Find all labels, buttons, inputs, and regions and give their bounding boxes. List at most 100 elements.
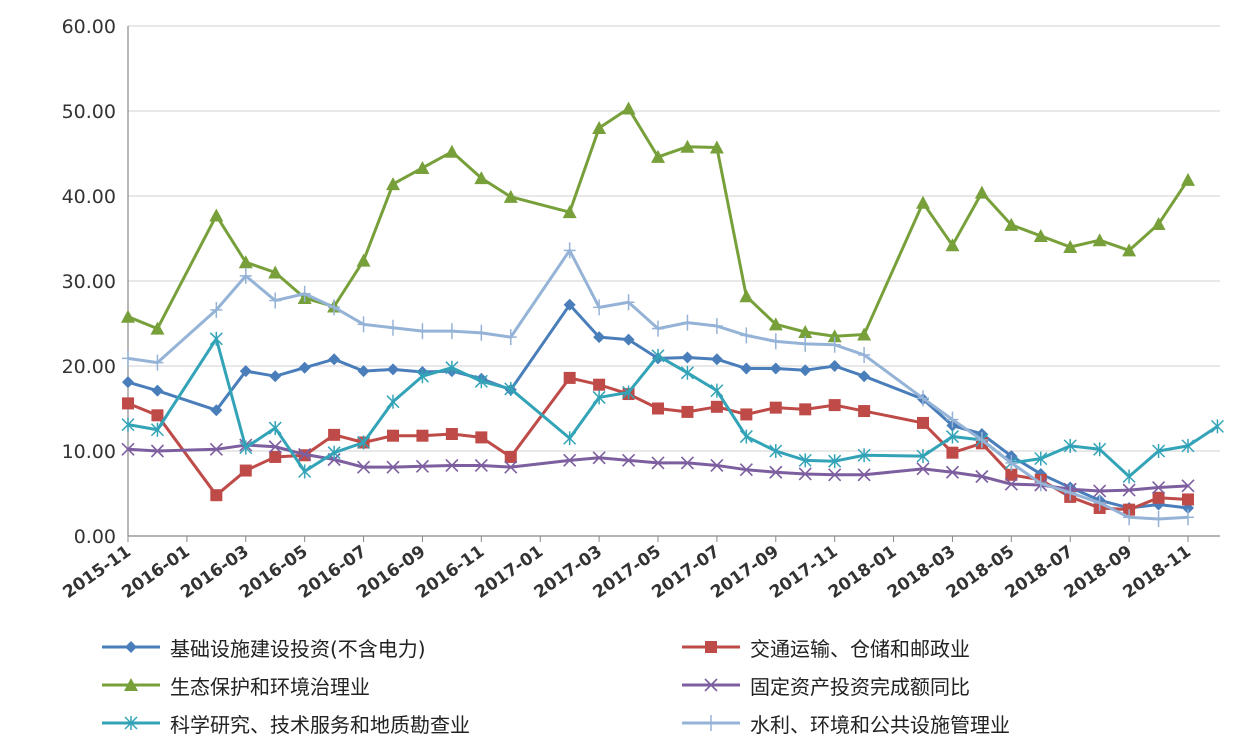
data-point [474,458,488,473]
data-point [269,450,282,463]
data-point [828,468,842,482]
data-point [563,453,577,467]
data-point [1122,483,1136,497]
data-point [1210,419,1224,434]
data-point [328,299,341,316]
data-point [1005,454,1018,471]
data-point [709,140,724,154]
data-point [681,351,694,364]
y-tick-label: 10.00 [62,441,116,463]
data-point [328,353,341,366]
data-point [857,327,872,341]
data-point [945,238,960,252]
data-point [917,390,929,407]
data-point [504,329,517,346]
data-point [268,421,282,436]
data-point [704,678,718,692]
data-point [622,385,636,400]
data-point [386,460,400,474]
legend-item-infrastructure: 基础设施建设投资(不含电力) [100,632,680,662]
data-point [769,401,782,414]
data-point [593,378,606,391]
series-line [127,376,1189,512]
data-point [239,440,253,455]
data-point [562,205,577,219]
data-point [621,453,636,467]
data-point [593,331,606,344]
data-point [415,459,430,473]
legend-swatch [102,716,160,730]
data-point [769,465,783,479]
data-point [298,361,311,374]
legend-swatch [682,678,740,692]
data-point [1033,228,1048,242]
data-point [974,185,989,199]
data-point [651,149,665,163]
data-point [416,323,429,340]
data-point [1152,444,1166,458]
data-point [799,364,812,377]
y-tick-label: 50.00 [62,101,116,123]
data-point [769,444,783,458]
data-point [445,360,459,375]
data-point [975,469,989,484]
data-point [1005,468,1018,481]
data-point [946,446,959,459]
legend-label: 生态保护和环境治理业 [170,674,370,699]
data-point [1152,491,1165,504]
data-point [710,318,723,335]
data-point [916,195,930,209]
data-point [622,294,635,311]
legend-swatch [682,715,740,731]
data-point [121,442,135,456]
legend-item-fixed-asset: 固定资产投资完成额同比 [680,670,1200,700]
data-point [238,255,253,269]
data-point [475,431,488,444]
data-point [1034,451,1048,466]
data-point [1181,479,1195,493]
data-point [828,360,841,372]
data-point [124,716,138,730]
data-point [210,404,223,417]
legend-swatch [682,641,740,653]
data-point [445,458,459,473]
data-point [1034,475,1047,492]
data-point [1093,442,1107,457]
data-point [124,678,138,691]
data-point [357,316,370,333]
data-point [209,331,223,346]
data-point [268,265,283,279]
data-point [710,400,723,413]
data-point [1122,243,1137,257]
data-point [239,464,252,477]
data-point [386,394,400,409]
data-point [1151,217,1166,231]
data-point [828,336,841,353]
data-point [592,390,606,405]
legend: 基础设施建设投资(不含电力) 交通运输、仓储和邮政业 生态保护和环境治理业 固定… [100,632,1220,738]
data-point [356,253,371,267]
data-point [122,397,134,410]
data-point [1092,233,1107,247]
data-point [239,365,252,378]
data-point [445,323,458,340]
data-point [563,431,577,446]
data-point [946,411,959,428]
legend-item-ecology: 生态保护和环境治理业 [100,670,680,700]
data-point [917,416,929,429]
data-point [209,208,224,222]
y-tick-label: 20.00 [62,356,116,378]
data-point [798,467,812,481]
data-point [592,451,606,465]
series [121,331,1224,484]
y-tick-label: 60.00 [62,16,116,38]
data-point [150,422,164,437]
data-point [1004,477,1018,491]
data-point [1122,469,1136,484]
data-point [210,301,223,318]
data-point [151,384,164,397]
data-point [150,444,165,458]
legend-label: 固定资产投资完成额同比 [750,674,970,699]
data-point [151,354,164,371]
legend-item-science: 科学研究、技术服务和地质勘查业 [100,708,680,738]
